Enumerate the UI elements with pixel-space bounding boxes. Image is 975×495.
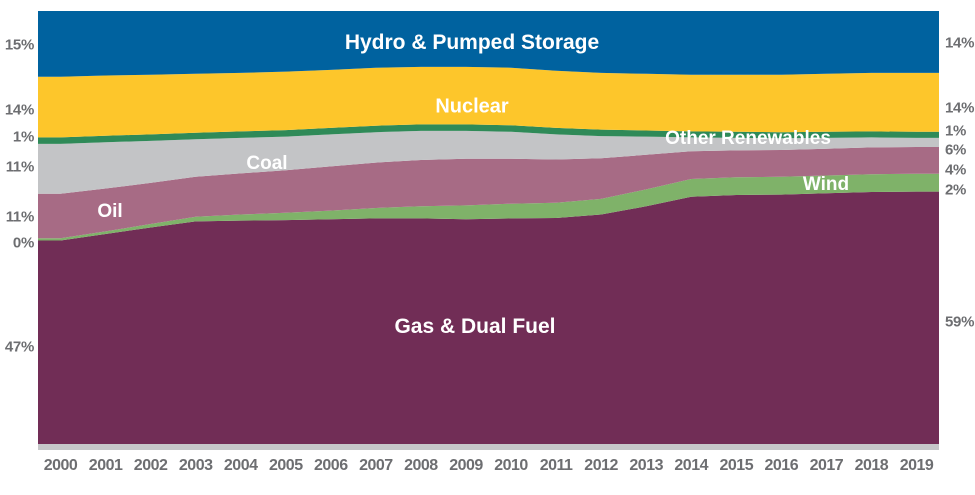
right-axis-label-6: 59% <box>945 313 975 331</box>
right-axis-label-0: 14% <box>945 34 975 52</box>
x-tick-label-2003: 2003 <box>178 457 213 474</box>
x-tick-label-2002: 2002 <box>133 457 168 474</box>
series-label-coal: Coal <box>246 153 288 174</box>
left-axis-label-0: 15% <box>4 36 34 54</box>
series-label-wind: Wind <box>802 174 850 195</box>
right-axis-label-2: 1% <box>945 122 967 140</box>
right-axis-label-1: 14% <box>945 99 975 117</box>
series-label-gas-dual-fuel: Gas & Dual Fuel <box>394 315 556 338</box>
x-tick-label-2000: 2000 <box>43 457 78 474</box>
left-axis-label-1: 14% <box>4 101 34 119</box>
right-axis-label-3: 6% <box>945 141 967 159</box>
area-wind <box>38 173 939 241</box>
x-tick-label-2008: 2008 <box>404 457 438 474</box>
series-label-nuclear: Nuclear <box>435 95 509 118</box>
area-hydro-pumped-storage <box>38 11 939 77</box>
series-label-other-renewables: Other Renewables <box>665 128 831 149</box>
series-label-hydro-pumped-storage: Hydro & Pumped Storage <box>344 31 600 54</box>
x-tick-label-2014: 2014 <box>674 457 708 474</box>
x-tick-label-2010: 2010 <box>494 457 528 474</box>
x-tick-label-2005: 2005 <box>269 457 303 474</box>
x-tick-label-2011: 2011 <box>539 457 573 474</box>
area-other-renewables <box>38 124 939 144</box>
x-axis-baseline <box>38 444 939 450</box>
area-nuclear <box>38 66 939 138</box>
x-tick-label-2019: 2019 <box>899 457 934 474</box>
x-tick-label-2018: 2018 <box>854 457 889 474</box>
x-tick-label-2013: 2013 <box>629 457 663 474</box>
x-tick-label-2012: 2012 <box>584 457 618 474</box>
x-tick-label-2007: 2007 <box>359 457 393 474</box>
right-axis-label-5: 2% <box>945 181 967 199</box>
left-axis-label-2: 1% <box>12 128 34 146</box>
left-axis-label-6: 47% <box>4 338 34 356</box>
area-coal <box>38 130 939 194</box>
x-tick-label-2006: 2006 <box>314 457 348 474</box>
area-gas-dual-fuel <box>38 191 939 444</box>
x-tick-label-2001: 2001 <box>88 457 123 474</box>
right-axis-label-4: 4% <box>945 161 967 179</box>
left-axis-label-5: 0% <box>12 234 34 252</box>
x-tick-label-2009: 2009 <box>449 457 483 474</box>
left-axis-label-4: 11% <box>5 208 35 226</box>
x-tick-label-2017: 2017 <box>809 457 844 474</box>
x-tick-label-2015: 2015 <box>719 457 754 474</box>
x-tick-label-2004: 2004 <box>223 457 258 474</box>
x-tick-label-2016: 2016 <box>764 457 799 474</box>
left-axis-label-3: 11% <box>5 158 35 176</box>
series-label-oil: Oil <box>97 201 123 222</box>
area-oil <box>38 147 939 239</box>
